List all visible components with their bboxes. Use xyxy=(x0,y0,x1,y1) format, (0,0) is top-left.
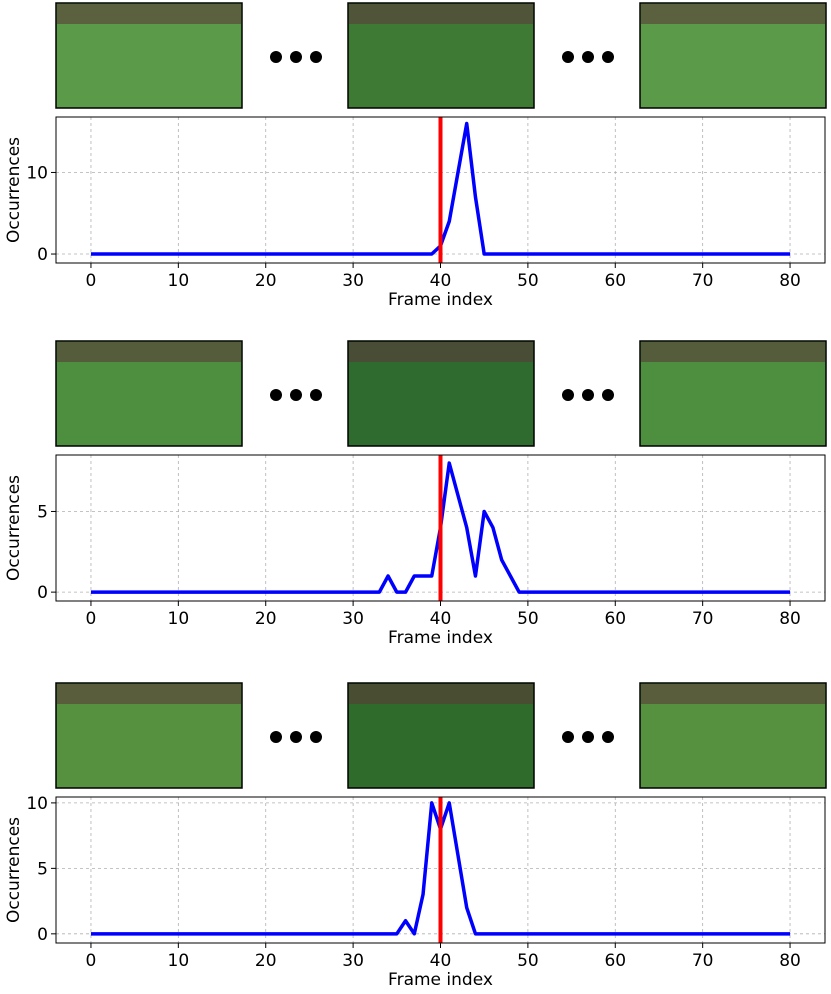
thumbnail-stands xyxy=(57,4,241,24)
ellipsis-dot xyxy=(310,731,322,743)
ellipsis-dot xyxy=(562,731,574,743)
y-tick-label: 5 xyxy=(37,502,48,522)
ellipsis-dot xyxy=(602,389,614,401)
y-axis-label: Occurrences xyxy=(4,137,24,243)
x-tick-label: 20 xyxy=(255,271,277,291)
y-tick-label: 0 xyxy=(37,583,48,603)
x-tick-label: 80 xyxy=(779,951,801,971)
x-axis-label: Frame index xyxy=(388,970,493,990)
ellipsis-dot xyxy=(270,51,282,63)
thumbnail-stands xyxy=(349,684,533,704)
x-tick-label: 20 xyxy=(255,609,277,629)
x-tick-label: 10 xyxy=(168,609,190,629)
x-tick-label: 30 xyxy=(342,609,364,629)
thumbnail-stands xyxy=(349,342,533,362)
ellipsis-dot xyxy=(562,389,574,401)
y-axis-label: Occurrences xyxy=(4,817,24,923)
ellipsis-dot xyxy=(562,51,574,63)
data-line xyxy=(90,801,791,936)
x-tick-label: 70 xyxy=(692,271,714,291)
x-tick-label: 60 xyxy=(604,271,626,291)
x-tick-label: 60 xyxy=(604,951,626,971)
x-tick-label: 0 xyxy=(86,271,97,291)
ellipsis-dot xyxy=(310,51,322,63)
y-tick-label: 0 xyxy=(37,925,48,945)
x-tick-label: 40 xyxy=(430,609,452,629)
x-tick-label: 50 xyxy=(517,951,539,971)
y-tick-label: 5 xyxy=(37,859,48,879)
axes-frame xyxy=(55,454,826,602)
x-tick-label: 30 xyxy=(342,271,364,291)
x-tick-label: 10 xyxy=(168,271,190,291)
ellipsis-dot xyxy=(582,51,594,63)
ellipsis-dot xyxy=(290,389,302,401)
thumbnail-stands xyxy=(57,342,241,362)
thumbnail-stands xyxy=(349,4,533,24)
x-tick-label: 40 xyxy=(430,271,452,291)
ellipsis-dot xyxy=(290,51,302,63)
x-tick-label: 50 xyxy=(517,271,539,291)
x-tick-label: 70 xyxy=(692,951,714,971)
x-tick-label: 0 xyxy=(86,951,97,971)
x-tick-label: 40 xyxy=(430,951,452,971)
x-tick-label: 60 xyxy=(604,609,626,629)
thumbnail-stands xyxy=(641,342,825,362)
ellipsis-dot xyxy=(270,389,282,401)
x-tick-label: 80 xyxy=(779,609,801,629)
ellipsis-dot xyxy=(310,389,322,401)
ellipsis-dot xyxy=(290,731,302,743)
y-tick-label: 10 xyxy=(26,163,48,183)
ellipsis-dot xyxy=(582,731,594,743)
x-tick-label: 10 xyxy=(168,951,190,971)
y-axis-label: Occurrences xyxy=(4,475,24,581)
ellipsis-dot xyxy=(582,389,594,401)
ellipsis-dot xyxy=(270,731,282,743)
x-tick-label: 80 xyxy=(779,271,801,291)
x-tick-label: 0 xyxy=(86,609,97,629)
x-tick-label: 50 xyxy=(517,609,539,629)
x-tick-label: 70 xyxy=(692,609,714,629)
x-axis-label: Frame index xyxy=(388,290,493,310)
thumbnail-stands xyxy=(57,684,241,704)
x-axis-label: Frame index xyxy=(388,628,493,648)
y-tick-label: 0 xyxy=(37,245,48,265)
y-tick-label: 10 xyxy=(26,794,48,814)
data-line xyxy=(90,461,791,594)
axes-frame xyxy=(55,116,826,264)
thumbnail-stands xyxy=(641,4,825,24)
x-tick-label: 30 xyxy=(342,951,364,971)
axes-frame xyxy=(55,796,826,944)
thumbnail-stands xyxy=(641,684,825,704)
data-line xyxy=(90,121,791,256)
ellipsis-dot xyxy=(602,731,614,743)
ellipsis-dot xyxy=(602,51,614,63)
x-tick-label: 20 xyxy=(255,951,277,971)
